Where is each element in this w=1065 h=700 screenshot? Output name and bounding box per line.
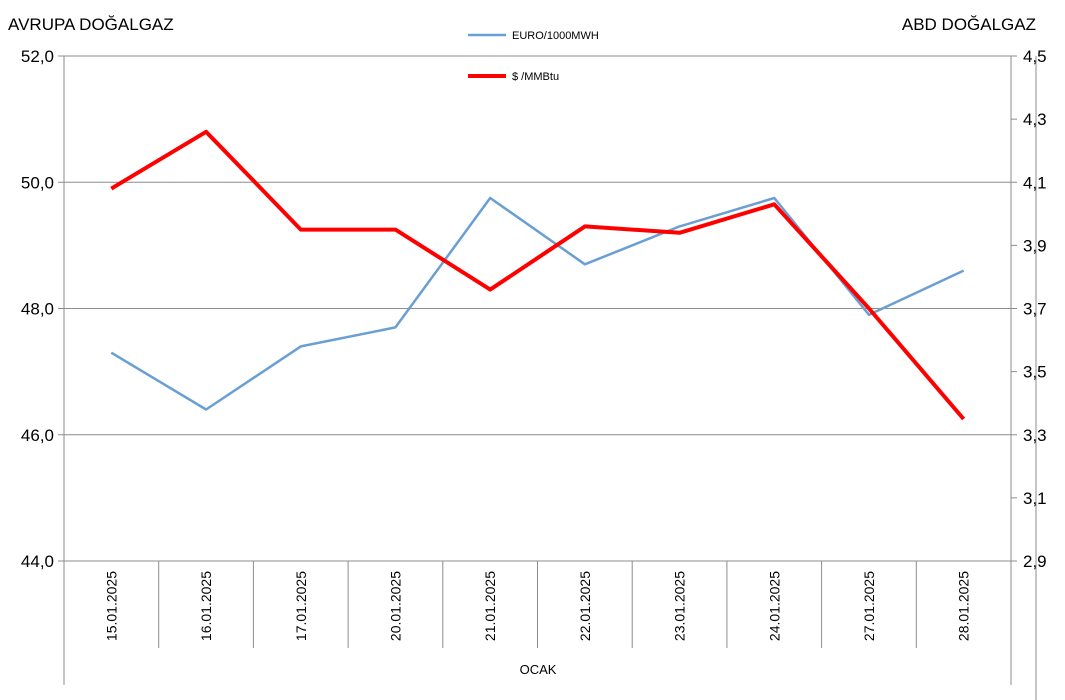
x-tick-label: 22.01.2025 <box>577 571 593 641</box>
left-tick-label: 44,0 <box>21 552 54 571</box>
series-line-euro <box>110 196 965 411</box>
series-lines <box>110 129 966 421</box>
legend-label-euro: EURO/1000MWH <box>512 30 599 42</box>
x-tick-label: 28.01.2025 <box>956 571 972 641</box>
x-tick-label: 24.01.2025 <box>766 571 782 641</box>
right-axis-title: ABD DOĞALGAZ <box>902 15 1036 34</box>
x-tick-label: 16.01.2025 <box>198 571 214 641</box>
legend-label-usd: $ /MMBtu <box>512 71 559 83</box>
x-tick-label: 21.01.2025 <box>482 571 498 641</box>
axes: 44,0 46,0 48,0 50,0 52,0 2,9 3,1 3,3 3,5 3,7 3,9 4,… <box>21 47 1047 700</box>
left-tick-label: 52,0 <box>21 47 54 66</box>
right-tick-label: 2,9 <box>1023 552 1047 571</box>
grid-lines <box>64 55 1011 562</box>
right-tick-label: 3,1 <box>1023 489 1047 508</box>
left-tick-label: 46,0 <box>21 426 54 445</box>
right-tick-label: 3,7 <box>1023 300 1047 319</box>
right-tick-label: 3,9 <box>1023 236 1047 255</box>
right-tick-label: 3,3 <box>1023 426 1047 445</box>
x-axis-ticks: 15.01.2025 16.01.2025 17.01.2025 20.01.2025… <box>103 561 972 648</box>
right-tick-label: 4,3 <box>1023 110 1047 129</box>
x-tick-label: 15.01.2025 <box>103 571 119 641</box>
x-tick-label: 27.01.2025 <box>861 571 877 641</box>
left-tick-label: 50,0 <box>21 173 54 192</box>
right-tick-label: 4,1 <box>1023 173 1047 192</box>
x-tick-label: 20.01.2025 <box>387 571 403 641</box>
x-axis-label: OCAK <box>520 662 557 677</box>
x-tick-label: 23.01.2025 <box>672 571 688 641</box>
x-tick-label: 17.01.2025 <box>293 571 309 641</box>
right-tick-label: 4,5 <box>1023 47 1047 66</box>
left-axis-title: AVRUPA DOĞALGAZ <box>8 15 174 34</box>
left-tick-label: 48,0 <box>21 300 54 319</box>
legend: EURO/1000MWH $ /MMBtu <box>468 30 599 83</box>
right-tick-label: 3,5 <box>1023 363 1047 382</box>
series-line-usd <box>110 129 966 421</box>
